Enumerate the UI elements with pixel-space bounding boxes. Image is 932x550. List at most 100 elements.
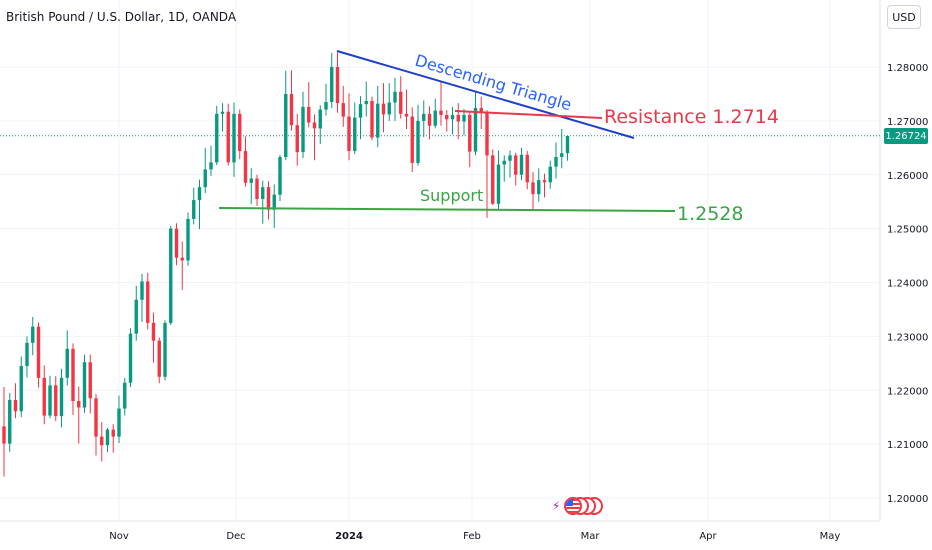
price-tick-label: 1.28000: [887, 63, 928, 74]
candle-body: [238, 113, 242, 152]
candle-body: [123, 382, 127, 409]
candle-body: [128, 333, 133, 383]
candle-body: [284, 93, 288, 157]
candle-body: [560, 153, 564, 157]
candle-body: [146, 281, 150, 323]
time-tick-label: Feb: [463, 531, 481, 542]
candle-body: [88, 362, 92, 399]
candle-body: [370, 100, 374, 138]
resistance-line[interactable]: [454, 110, 603, 119]
candle-body: [36, 326, 41, 378]
candle-body: [255, 178, 259, 199]
candle-body: [433, 110, 437, 126]
candle-body: [393, 91, 397, 103]
candle-body: [404, 113, 409, 117]
candle-body: [548, 166, 552, 183]
candle-body: [427, 113, 432, 126]
support-label: Support: [420, 186, 483, 205]
candle-body: [381, 103, 386, 115]
candle-body: [48, 385, 52, 416]
price-tick-label: 1.21000: [887, 440, 928, 451]
candle-body: [163, 322, 167, 377]
candle-body: [330, 67, 334, 103]
candle-body: [249, 178, 253, 183]
candle-body: [289, 93, 294, 126]
candle-body: [416, 120, 420, 163]
candle-body: [387, 102, 391, 115]
candle-body: [324, 102, 328, 110]
candle-body: [502, 160, 506, 165]
candle-body: [399, 91, 403, 114]
descending-triangle-line[interactable]: [336, 50, 635, 139]
candle-body: [266, 187, 271, 210]
candle-body: [514, 155, 518, 175]
candle-body: [479, 107, 483, 113]
candle-body: [278, 156, 282, 195]
candle-body: [215, 113, 219, 163]
symbol-title: British Pound / U.S. Dollar, 1D, OANDA: [6, 10, 237, 24]
candle-body: [295, 125, 299, 153]
time-tick-label: Apr: [699, 531, 717, 542]
candle-body: [8, 399, 12, 444]
candle-body: [226, 111, 230, 163]
candle-body: [220, 111, 225, 114]
support-value-label: 1.2528: [677, 203, 743, 225]
candle-body: [485, 112, 489, 156]
candle-body: [77, 401, 81, 408]
candle-body: [335, 67, 340, 104]
candle-body: [508, 155, 512, 161]
candle-body: [13, 399, 18, 412]
candle-body: [134, 299, 138, 334]
candle-body: [186, 218, 190, 261]
resistance-label: Resistance 1.2714: [604, 106, 779, 128]
candle-body: [54, 385, 58, 417]
candle-body: [468, 114, 472, 152]
candle-body: [410, 116, 414, 163]
candle-body: [491, 155, 495, 204]
lightning-icon: ⚡: [552, 499, 561, 513]
candle-body: [537, 180, 541, 195]
candle-body: [25, 342, 29, 367]
candle-body: [151, 322, 156, 341]
candle-body: [496, 164, 501, 204]
candle-body: [347, 116, 351, 152]
candle-body: [525, 154, 529, 183]
candle-body: [232, 113, 236, 163]
candle-body: [376, 103, 380, 138]
candle-body: [318, 109, 322, 129]
currency-button[interactable]: USD: [887, 5, 921, 29]
candle-body: [462, 114, 466, 122]
candle-body: [2, 426, 6, 444]
time-tick-label: Mar: [581, 531, 601, 542]
candle-body: [100, 436, 104, 446]
us-flag-icon[interactable]: [564, 497, 582, 515]
candle-body: [307, 106, 311, 123]
price-tick-label: 1.25000: [887, 225, 928, 236]
candle-body: [192, 200, 196, 219]
candle-body: [542, 180, 547, 183]
candle-body: [439, 110, 443, 115]
price-tick-label: 1.20000: [887, 494, 928, 505]
candle-body: [117, 408, 121, 437]
candle-body: [94, 398, 98, 437]
price-tick-label: 1.27000: [887, 117, 928, 128]
candle-body: [203, 169, 207, 188]
candle-body: [450, 114, 455, 120]
price-tick-label: 1.23000: [887, 332, 928, 343]
candle-body: [209, 162, 213, 170]
candle-body: [353, 117, 357, 152]
candle-body: [169, 228, 173, 323]
economic-events-icon[interactable]: ⚡: [552, 497, 606, 517]
support-line[interactable]: [218, 207, 676, 212]
candle-body: [358, 104, 363, 118]
candle-body: [59, 377, 64, 417]
candle-body: [71, 348, 75, 402]
time-tick-label: Nov: [109, 531, 129, 542]
candle-body: [157, 340, 161, 377]
candle-body: [197, 187, 202, 201]
candle-body: [519, 154, 524, 175]
candle-body: [65, 348, 69, 378]
candle-body: [531, 182, 535, 195]
candle-body: [565, 135, 570, 154]
